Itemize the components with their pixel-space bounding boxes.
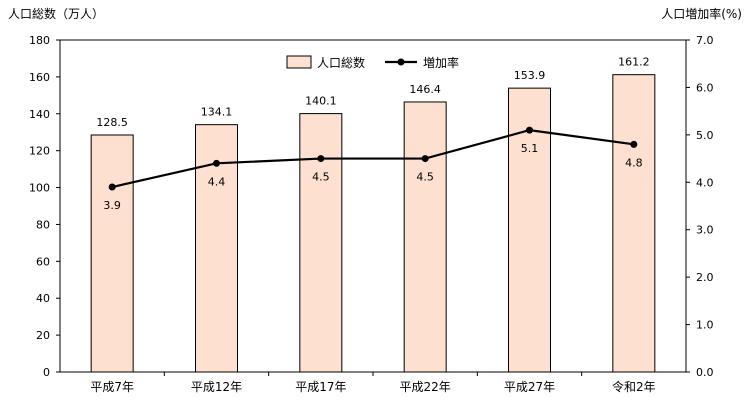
rate-point [421, 155, 429, 163]
rate-point [526, 126, 533, 134]
left-axis-title: 人口総数（万人） [8, 6, 104, 21]
left-axis-tick-label: 20 [36, 329, 50, 342]
rate-point [108, 183, 116, 191]
left-axis-tick-label: 180 [29, 34, 50, 47]
left-axis-tick-label: 80 [36, 218, 50, 231]
rate-point [213, 159, 220, 167]
rate-value-label: 4.5 [312, 171, 330, 184]
right-axis-tick-label: 5.0 [696, 129, 714, 142]
left-axis-tick-label: 100 [29, 182, 50, 195]
bar [299, 113, 343, 373]
legend-line-label: 増加率 [423, 55, 459, 70]
x-axis-tick-label: 平成7年 [90, 380, 134, 394]
left-axis-tick-label: 140 [29, 108, 50, 121]
bar [612, 74, 656, 373]
x-axis-tick-label: 平成12年 [191, 380, 242, 394]
legend-bar-label: 人口総数 [317, 55, 365, 70]
right-axis-tick-label: 7.0 [696, 34, 714, 47]
right-axis-tick-label: 0.0 [696, 366, 714, 379]
plot-frame [59, 39, 687, 373]
x-axis-tick-label: 平成27年 [504, 380, 555, 394]
right-axis-tick-label: 3.0 [696, 224, 714, 237]
bar [90, 134, 134, 373]
bar-value-label: 146.4 [409, 83, 441, 96]
right-axis-tick-label: 1.0 [696, 319, 714, 332]
left-axis-tick-label: 120 [29, 145, 50, 158]
left-axis-tick-label: 40 [36, 292, 50, 305]
bar-value-label: 134.1 [201, 106, 233, 119]
left-axis-tick-label: 0 [43, 366, 50, 379]
bar-value-label: 161.2 [618, 56, 650, 69]
rate-line [111, 128, 634, 189]
left-axis-tick-label: 60 [36, 255, 50, 268]
rate-value-label: 4.8 [625, 156, 643, 169]
rate-point [317, 155, 325, 163]
bar [508, 87, 551, 373]
rate-value-label: 5.1 [521, 142, 539, 155]
rate-value-label: 4.4 [208, 175, 226, 188]
plot-area: 0 20 40 60 80 100 120 140 160 180 0.0 1.0 2.0 3.0 4.0 5… [29, 34, 714, 394]
x-axis-tick-label: 平成17年 [295, 380, 346, 394]
bar-value-label: 128.5 [96, 116, 128, 129]
legend-line-marker [397, 58, 405, 66]
right-axis-tick-label: 2.0 [696, 271, 714, 284]
rate-value-label: 4.5 [416, 171, 434, 184]
right-axis-tick-label: 4.0 [696, 176, 714, 189]
bar [403, 101, 447, 373]
x-axis-tick-label: 令和2年 [612, 379, 656, 394]
bar-value-label: 140.1 [305, 95, 337, 108]
right-axis-title: 人口増加率(%) [661, 6, 742, 21]
right-axis-tick-label: 6.0 [696, 81, 714, 94]
rate-point [630, 140, 638, 148]
legend-bar-swatch [286, 55, 312, 69]
x-axis-tick-label: 平成22年 [400, 380, 451, 394]
left-axis-tick-label: 160 [29, 71, 50, 84]
bar-value-label: 153.9 [514, 69, 546, 82]
rate-value-label: 3.9 [103, 199, 121, 212]
